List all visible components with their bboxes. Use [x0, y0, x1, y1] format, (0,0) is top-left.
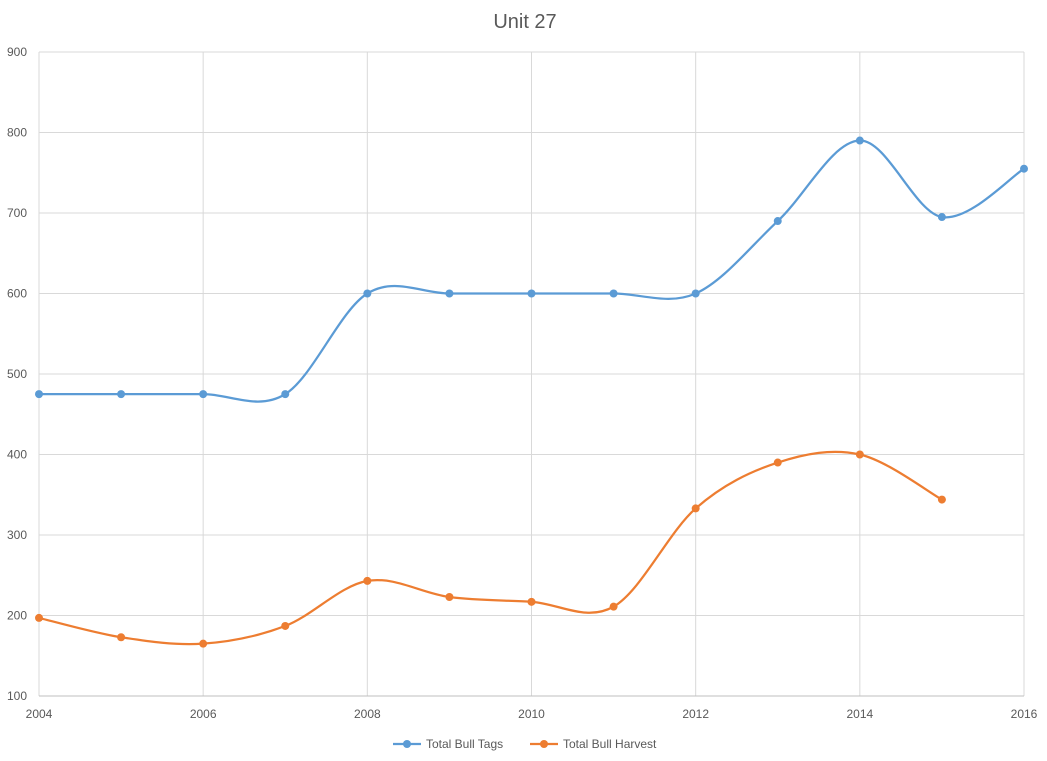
data-point	[445, 289, 454, 298]
series-layer	[35, 136, 1028, 648]
data-point	[855, 450, 864, 459]
x-tick-label: 2010	[518, 707, 545, 721]
data-point	[445, 592, 454, 601]
y-tick-label: 500	[7, 367, 27, 381]
data-point	[937, 495, 946, 504]
x-tick-label: 2012	[682, 707, 709, 721]
data-point	[527, 289, 536, 298]
data-point	[1020, 164, 1028, 173]
y-tick-label: 700	[7, 206, 27, 220]
x-tick-label: 2008	[354, 707, 381, 721]
y-tick-label: 300	[7, 528, 27, 542]
legend-item: Total Bull Harvest	[530, 737, 657, 751]
y-tick-label: 900	[7, 45, 27, 59]
data-point	[117, 633, 126, 642]
x-tick-label: 2004	[26, 707, 53, 721]
data-point	[199, 390, 208, 399]
data-point	[937, 213, 946, 222]
data-point	[773, 458, 782, 467]
data-point	[691, 289, 700, 298]
x-tick-label: 2016	[1011, 707, 1038, 721]
data-point	[35, 613, 43, 622]
data-point	[609, 602, 618, 611]
data-point	[855, 136, 864, 145]
legend-item: Total Bull Tags	[393, 737, 503, 751]
chart-title: Unit 27	[493, 11, 556, 33]
legend-label: Total Bull Tags	[426, 737, 503, 751]
data-point	[363, 289, 372, 298]
data-point	[199, 639, 208, 648]
legend-label: Total Bull Harvest	[563, 737, 657, 751]
legend-swatch-marker	[540, 740, 548, 748]
data-point	[117, 390, 126, 399]
data-point	[281, 621, 290, 630]
x-tick-label: 2006	[190, 707, 217, 721]
x-tick-label: 2014	[846, 707, 873, 721]
y-tick-label: 600	[7, 287, 27, 301]
y-tick-label: 200	[7, 609, 27, 623]
y-tick-label: 800	[7, 126, 27, 140]
series-0	[35, 136, 1028, 403]
series-1	[35, 450, 946, 648]
chart-axes: 100 200 300 400 500 600 700 800 900 2004 2006 2008 2…	[7, 45, 1038, 721]
y-tick-label: 400	[7, 448, 27, 462]
data-point	[609, 289, 618, 298]
y-tick-label: 100	[7, 689, 27, 703]
data-point	[363, 576, 372, 585]
legend-swatch-marker	[403, 740, 411, 748]
data-point	[691, 504, 700, 513]
data-point	[527, 597, 536, 606]
data-point	[773, 217, 782, 226]
series-line	[37, 450, 944, 646]
data-point	[281, 390, 290, 399]
data-point	[35, 390, 43, 399]
chart-legend: Total Bull Tags Total Bull Harvest	[393, 737, 657, 751]
